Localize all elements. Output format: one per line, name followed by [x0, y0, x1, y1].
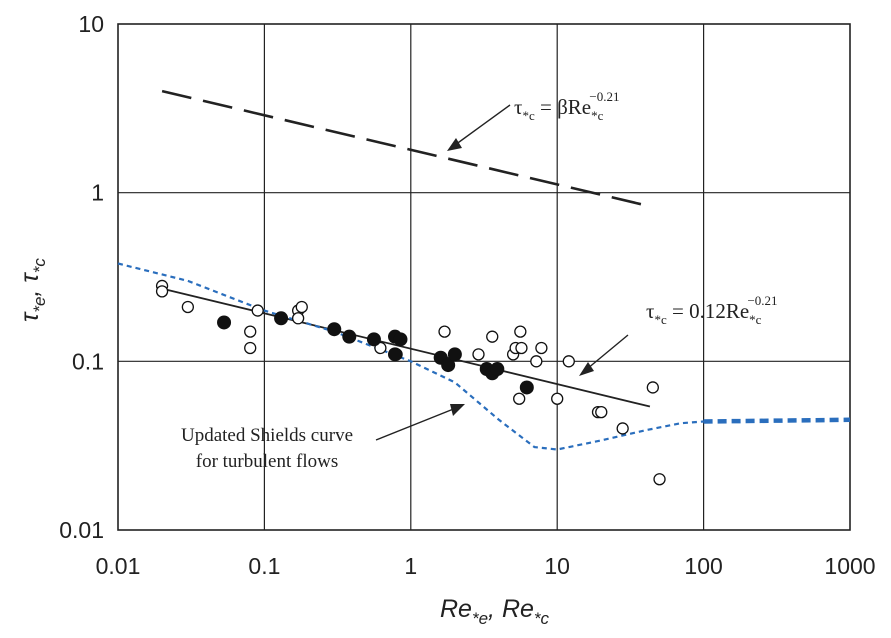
filled-circle-point [519, 380, 534, 395]
y-tick-labels: 0.01 0.1 1 10 [59, 11, 104, 543]
y-tick-label: 0.1 [72, 348, 104, 374]
upper-equation-arrow [454, 104, 511, 146]
open-circle-point [291, 312, 305, 325]
filled-circle-point [447, 347, 462, 362]
filled-circle-point [274, 311, 289, 326]
open-circle-point [551, 392, 564, 405]
data-points [155, 279, 666, 486]
open-circle-point [251, 304, 264, 317]
shields-label-line1: Updated Shields curve [181, 425, 353, 446]
filled-circle-point [366, 332, 381, 347]
open-circle-point [472, 348, 485, 361]
x-tick-label: 1 [404, 553, 417, 579]
shields-arrowhead [450, 404, 465, 416]
open-circle-point [244, 325, 257, 338]
open-circle-point [295, 300, 308, 314]
x-tick-label: 0.01 [96, 553, 141, 579]
open-circle-point [595, 405, 608, 419]
open-circle-point [244, 341, 257, 355]
filled-circle-point [441, 358, 456, 373]
shields-curve-tail [703, 417, 851, 424]
lower-arrowhead [579, 362, 594, 376]
x-tick-label: 0.1 [248, 553, 280, 579]
filled-circle-point [393, 332, 408, 347]
plot-frame [117, 23, 851, 531]
x-axis-title: Re*e, Re*c [440, 595, 550, 628]
open-circle-point [514, 325, 527, 338]
open-circle-point [486, 330, 499, 343]
fit-line [161, 287, 651, 408]
upper-arrowhead [447, 138, 462, 151]
open-circle-point [438, 325, 451, 338]
open-circle-point [562, 355, 575, 368]
y-tick-label: 10 [78, 11, 104, 37]
shields-label-arrow [375, 407, 457, 441]
grid [118, 24, 850, 530]
upper-equation: τ*c = βRe*c−0.21 [514, 89, 619, 123]
open-circle-point [181, 300, 195, 314]
filled-circle-point [217, 315, 232, 330]
shields-curve [117, 262, 704, 451]
y-tick-label: 1 [91, 180, 104, 206]
annotations: τ*c = βRe*c−0.21 τ*c = 0.12Re*c−0.21 Upd… [181, 89, 778, 472]
open-circle-point [646, 381, 659, 394]
x-tick-label: 100 [684, 553, 722, 579]
x-tick-labels: 0.01 0.1 1 10 100 1000 [96, 553, 876, 579]
open-circle-point [513, 392, 526, 405]
open-circle-point [535, 341, 548, 355]
series-lines [117, 89, 851, 451]
y-axis-title: τ*e, τ*c [16, 258, 49, 322]
y-tick-label: 0.01 [59, 517, 104, 543]
filled-circle-point [327, 322, 342, 337]
open-circle-point [616, 422, 629, 435]
open-circle-point [515, 341, 528, 355]
x-tick-label: 1000 [824, 553, 875, 579]
lower-equation: τ*c = 0.12Re*c−0.21 [646, 293, 778, 327]
open-circle-point [530, 355, 543, 368]
open-circle-point [155, 285, 169, 298]
lower-equation-arrow [586, 334, 629, 370]
filled-circle-point [388, 347, 403, 362]
open-circle-point [653, 473, 666, 486]
filled-circle-point [490, 362, 505, 377]
shields-label-line2: for turbulent flows [196, 451, 338, 472]
x-tick-label: 10 [544, 553, 570, 579]
filled-circle-point [342, 329, 357, 344]
